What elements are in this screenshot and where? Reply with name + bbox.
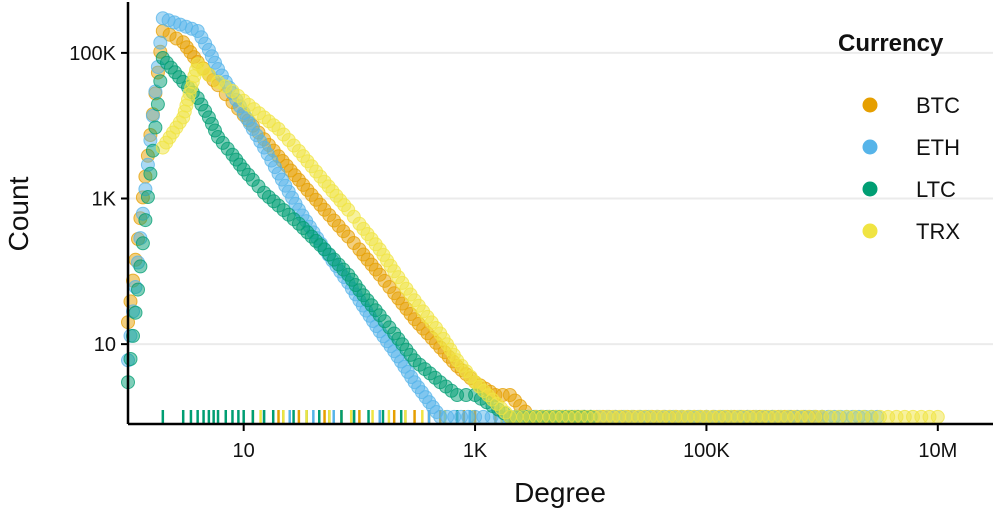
- legend-items: BTC ETH LTC TRX: [862, 93, 960, 244]
- data-point: [153, 74, 168, 89]
- data-point: [138, 213, 153, 228]
- data-point: [126, 328, 140, 343]
- x-axis-ticks: 10 1K 100K 10M: [233, 424, 957, 462]
- data-point: [133, 259, 148, 274]
- data-point: [148, 120, 163, 135]
- legend-label: TRX: [916, 219, 960, 244]
- legend-key: [862, 181, 878, 197]
- x-tick-label: 10M: [918, 440, 957, 462]
- data-point: [128, 305, 143, 320]
- x-tick-label: 10: [233, 440, 255, 462]
- legend-key: [862, 97, 878, 113]
- legend-key: [862, 223, 878, 239]
- data-point: [143, 166, 158, 181]
- legend-label: BTC: [916, 93, 960, 118]
- data-point: [123, 352, 138, 366]
- legend-key: [862, 139, 878, 155]
- legend-label: LTC: [916, 177, 956, 202]
- legend-title: Currency: [838, 30, 944, 57]
- legend-label: ETH: [916, 135, 960, 160]
- y-tick-label: 1K: [92, 189, 117, 211]
- grid-lines: [128, 51, 993, 346]
- data-point: [135, 236, 150, 251]
- data-point: [153, 35, 168, 50]
- data-point: [140, 190, 155, 204]
- y-axis-ticks: 10 1K 100K: [69, 43, 128, 356]
- x-axis-title: Degree: [514, 477, 606, 508]
- x-tick-label: 100K: [683, 440, 730, 462]
- y-tick-label: 10: [94, 334, 116, 356]
- data-point: [150, 97, 165, 112]
- x-tick-label: 1K: [463, 440, 488, 462]
- data-points: [121, 11, 945, 424]
- data-point: [930, 409, 945, 424]
- data-point: [145, 108, 160, 123]
- data-point: [131, 282, 145, 297]
- legend: Currency BTC ETH LTC TRX: [838, 30, 960, 244]
- data-point: [201, 67, 216, 82]
- y-axis-title: Count: [3, 176, 34, 251]
- y-tick-label: 100K: [69, 43, 116, 65]
